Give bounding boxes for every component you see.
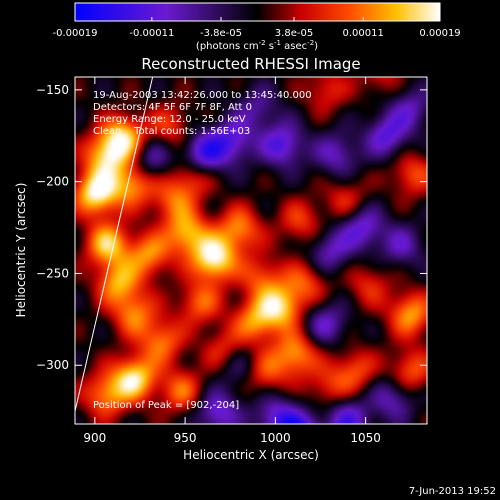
plot-frame xyxy=(74,76,428,425)
info-line-clean-counts: Clean Total counts: 1.56E+03 xyxy=(93,126,250,137)
info-line-time-range: 19-Aug-2003 13:42:26.000 to 13:45:40.000 xyxy=(93,90,312,101)
x-tick-label: 900 xyxy=(83,431,106,445)
colorbar-gradient xyxy=(74,2,441,22)
x-axis-label: Heliocentric X (arcsec) xyxy=(183,448,319,462)
solar-limb-line xyxy=(75,77,154,412)
colorbar: -0.00019 -0.00011 -3.8e-05 3.8e-05 0.00011 0.… xyxy=(53,2,461,52)
y-axis-label: Heliocentric Y (arcsec) xyxy=(14,183,28,318)
y-tick-label: −300 xyxy=(36,358,69,372)
colorbar-tick-label: 0.00019 xyxy=(419,28,460,39)
y-tick-label: −150 xyxy=(36,83,69,97)
heatmap-image xyxy=(75,77,427,424)
info-text-block: 19-Aug-2003 13:42:26.000 to 13:45:40.000… xyxy=(93,90,312,137)
colorbar-tick-label: -3.8e-05 xyxy=(200,28,242,39)
colorbar-tick-label: 3.8e-05 xyxy=(275,28,313,39)
colorbar-tick-label: 0.00011 xyxy=(342,28,383,39)
x-tick-label: 1050 xyxy=(350,431,381,445)
colorbar-unit-label: (photons cm-2 s-1 asec-2) xyxy=(196,39,318,52)
chart-title: Reconstructed RHESSI Image xyxy=(141,55,360,73)
plot-area: 19-Aug-2003 13:42:26.000 to 13:45:40.000… xyxy=(36,76,428,445)
y-tick-label: −250 xyxy=(36,266,69,280)
x-tick-label: 1000 xyxy=(260,431,291,445)
info-line-detectors: Detectors: 4F 5F 6F 7F 8F, Att 0 xyxy=(93,102,252,113)
colorbar-ticks: -0.00019 -0.00011 -3.8e-05 3.8e-05 0.00011 0.… xyxy=(53,17,461,39)
footer-timestamp: 7-Jun-2013 19:52 xyxy=(409,486,496,497)
colorbar-tick-label: -0.00019 xyxy=(53,28,98,39)
x-tick-label: 950 xyxy=(174,431,197,445)
y-tick-label: −200 xyxy=(36,175,69,189)
info-line-energy-range: Energy Range: 12.0 - 25.0 keV xyxy=(93,114,246,125)
peak-position-label: Position of Peak = [902,-204] xyxy=(93,400,239,411)
axis-ticks: 900 950 1000 1050 −300 −250 −200 −150 xyxy=(36,77,427,445)
colorbar-tick-label: -0.00011 xyxy=(129,28,174,39)
